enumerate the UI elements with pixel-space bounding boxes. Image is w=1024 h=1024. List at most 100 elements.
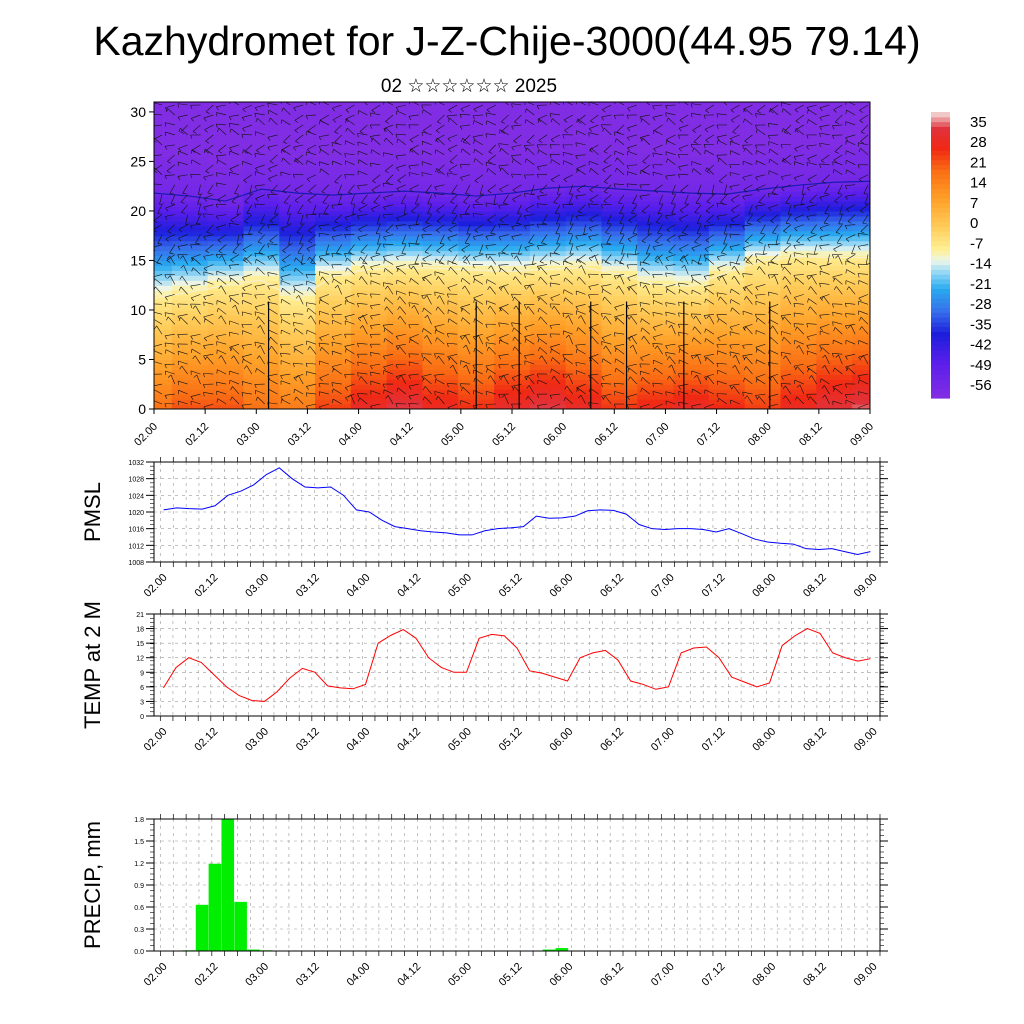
temperature-cell xyxy=(852,369,870,375)
temperature-cell xyxy=(816,300,853,306)
wind-barb xyxy=(283,107,291,116)
wind-barb-flag xyxy=(512,189,517,193)
wind-barb xyxy=(568,374,574,385)
temperature-cell xyxy=(601,369,638,375)
wind-barb-flag xyxy=(653,367,655,372)
wind-barb-flag xyxy=(639,184,642,189)
wind-barb-flag xyxy=(371,138,374,143)
wind-barb xyxy=(795,124,804,131)
temperature-cell xyxy=(780,339,817,346)
wind-barb xyxy=(449,154,458,162)
wind-barb-flag xyxy=(244,365,247,369)
wind-barb xyxy=(757,317,766,325)
temperature-cell xyxy=(154,171,173,177)
temperature-cell xyxy=(673,369,710,375)
wind-barb-flag xyxy=(652,327,656,331)
temperature-cell xyxy=(350,146,388,153)
wind-barb xyxy=(180,316,188,325)
wind-barb xyxy=(532,254,535,265)
wind-barb-flag xyxy=(785,202,790,205)
wind-barb-flag xyxy=(729,326,733,331)
wind-barb xyxy=(486,300,496,305)
temperature-cell xyxy=(154,146,173,153)
wind-barb xyxy=(655,234,663,242)
temperature-cell xyxy=(494,305,531,311)
wind-barb xyxy=(412,102,419,106)
temperature-cell xyxy=(171,151,209,158)
wind-barb xyxy=(154,137,163,146)
wind-barb xyxy=(745,234,753,242)
wind-barb-flag xyxy=(192,355,196,360)
temperature-cell xyxy=(154,106,173,113)
wind-barb-flag xyxy=(743,377,745,382)
wind-barb-flag xyxy=(833,109,837,113)
wind-barb-flag xyxy=(575,246,579,251)
wind-barb xyxy=(834,144,843,152)
temperature-cell xyxy=(816,379,853,385)
wind-barb xyxy=(577,387,586,395)
wind-barb-flag xyxy=(294,120,299,123)
wind-barb-flag xyxy=(216,215,219,220)
wind-barb xyxy=(537,173,548,176)
temperature-cell xyxy=(780,290,817,296)
temperature-cell xyxy=(279,106,316,113)
temperature-cell xyxy=(852,131,870,138)
wind-barb xyxy=(280,393,291,398)
wind-barb xyxy=(357,361,368,365)
wind-barb xyxy=(282,254,291,261)
wind-barb xyxy=(229,114,240,117)
wind-barb-flag xyxy=(198,193,203,195)
wind-barb xyxy=(361,194,368,203)
wind-barb-flag xyxy=(395,336,399,340)
wind-barb xyxy=(794,214,804,219)
temperature-cell xyxy=(852,309,870,316)
wind-barb-flag xyxy=(678,324,680,329)
temperature-cell xyxy=(350,295,388,301)
temperature-cell xyxy=(171,339,209,346)
wind-barb-flag xyxy=(795,366,798,371)
wind-barb xyxy=(450,194,458,203)
wind-barb xyxy=(627,134,638,138)
wind-barb xyxy=(400,375,407,385)
wind-barb xyxy=(436,224,445,231)
wind-barb-flag xyxy=(203,176,207,181)
wind-barb xyxy=(332,388,342,395)
wind-barb xyxy=(614,343,625,347)
wind-barb xyxy=(746,395,753,405)
temperature-cell xyxy=(207,354,245,361)
wind-barb-flag xyxy=(806,253,809,258)
wind-barb xyxy=(512,194,522,200)
temperature-cell xyxy=(601,344,638,351)
wind-barb-flag xyxy=(550,297,554,302)
wind-barb xyxy=(850,325,856,335)
wind-barb xyxy=(282,244,291,251)
wind-barb-flag xyxy=(358,209,362,213)
temperature-cell xyxy=(422,374,459,380)
temperature-cell xyxy=(494,295,531,301)
wind-barb xyxy=(190,393,201,397)
wind-barb-flag xyxy=(319,257,322,262)
colorbar-swatch xyxy=(931,345,950,351)
wind-barb xyxy=(193,316,201,325)
temperature-cell xyxy=(494,146,531,153)
wind-barb-flag xyxy=(422,229,426,233)
wind-barb xyxy=(319,333,329,338)
wind-barb-flag xyxy=(755,314,757,319)
wind-barb xyxy=(639,282,650,285)
temperature-cell xyxy=(207,270,245,276)
temperature-cell xyxy=(780,329,817,336)
wind-barb xyxy=(657,204,663,214)
wind-barb xyxy=(588,284,599,287)
temperature-cell xyxy=(315,319,352,326)
wind-barb xyxy=(809,306,817,315)
wind-barb-flag xyxy=(833,159,838,163)
wind-barb xyxy=(154,224,163,230)
wind-barb xyxy=(422,140,432,146)
wind-barb-flag xyxy=(360,251,365,254)
wind-barb xyxy=(563,114,573,121)
wind-barb-flag xyxy=(717,277,720,281)
temperature-cell xyxy=(529,394,567,400)
wind-barb xyxy=(575,244,586,248)
wind-barb xyxy=(460,113,471,116)
wind-barb-flag xyxy=(628,316,632,320)
